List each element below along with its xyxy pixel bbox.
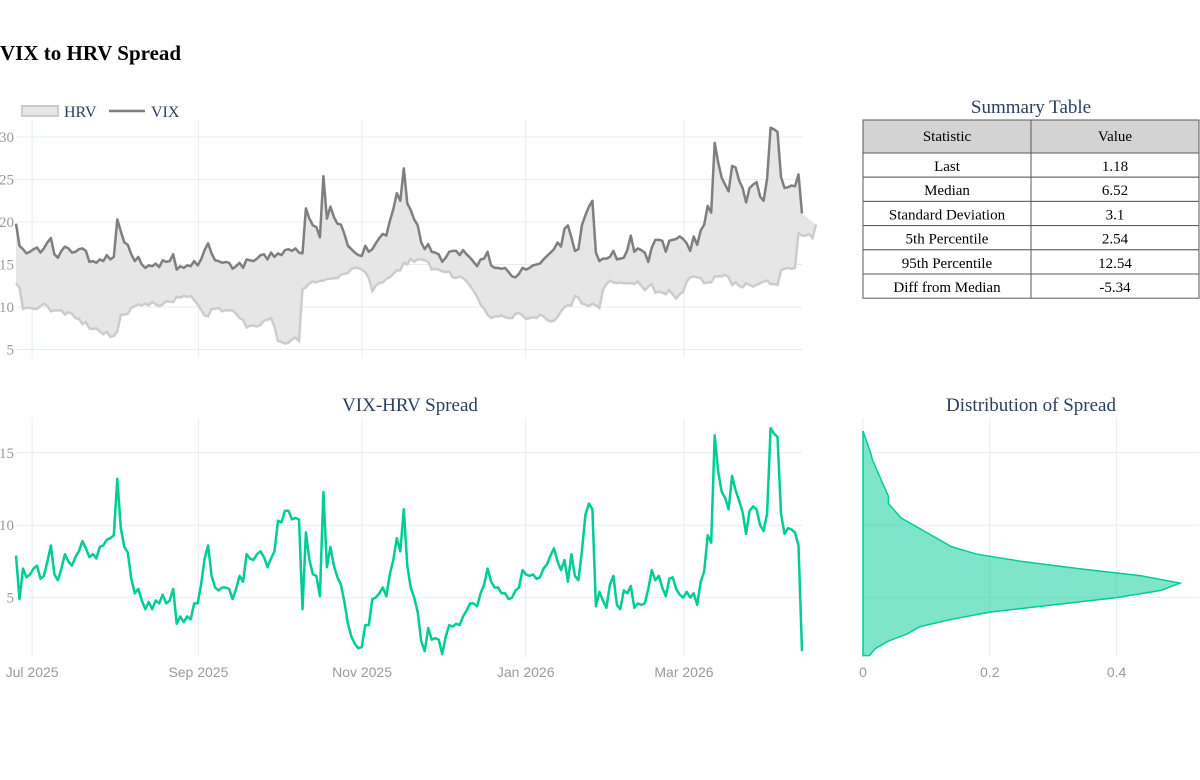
table-cell (1030, 225, 1200, 251)
table-header-cell-value (1030, 119, 1200, 154)
y-tick-label: 15 (0, 258, 14, 274)
spread-y-axis: 5 10 15 (0, 446, 14, 607)
y-tick-label: 30 (0, 130, 14, 146)
table-cell (862, 273, 1032, 299)
hrv-area (16, 127, 816, 344)
y-tick-label: 10 (0, 300, 14, 316)
table-cell-value: -5.34 (1099, 280, 1131, 296)
table-row: Standard Deviation 3.1 (862, 200, 1200, 227)
hrv-line (15, 224, 818, 345)
distribution-area (862, 430, 1183, 657)
table-cell-statistic: Median (924, 183, 970, 199)
summary-table-title: Summary Table (971, 97, 1091, 118)
spread-grid (16, 418, 802, 657)
table-row: Diff from Median -5.34 (862, 273, 1200, 299)
spread-line (14, 426, 804, 656)
x-tick-label: Jul 2025 (6, 664, 59, 680)
legend-label-hrv: HRV (64, 104, 97, 121)
y-tick-label: 10 (0, 518, 14, 534)
x-tick-label: Mar 2026 (654, 664, 713, 680)
y-tick-label: 5 (7, 591, 15, 607)
y-tick-label: 15 (0, 446, 14, 462)
table-cell-statistic: Diff from Median (893, 280, 1001, 296)
table-cell (1030, 273, 1200, 299)
table-row: 95th Percentile 12.54 (862, 249, 1200, 275)
table-cell (1030, 200, 1200, 227)
table-cell-value: 3.1 (1106, 207, 1125, 223)
y-tick-label: 25 (0, 173, 14, 189)
table-cell (862, 225, 1032, 251)
table-cell-statistic: Standard Deviation (889, 207, 1006, 223)
table-row: Last 1.18 (862, 152, 1200, 178)
table-cell-value: 1.18 (1102, 159, 1128, 175)
y-tick-label: 5 (7, 343, 15, 359)
vix-hrv-y-axis: 5 10 15 20 25 30 (0, 130, 14, 359)
legend-label-vix: VIX (151, 104, 180, 121)
table-cell (1030, 176, 1200, 202)
table-cell (862, 200, 1032, 227)
table-cell-statistic: 95th Percentile (902, 256, 993, 272)
page-title: VIX to HRV Spread (0, 41, 181, 65)
x-tick-label: Jan 2026 (497, 664, 555, 680)
spread-panel: 5 10 15 Jul 2025 Sep 2025 Nov 2025 Jan 2026 Ma… (0, 418, 804, 680)
distribution-panel: 0 0.2 0.4 (859, 418, 1199, 680)
table-row: Median 6.52 (862, 176, 1200, 202)
table-body: Last 1.18 Median 6.52 Standard Deviation 3.1 5… (862, 152, 1200, 299)
table-cell (862, 249, 1032, 275)
legend: HRV VIX (21, 104, 180, 121)
table-cell (862, 152, 1032, 178)
x-tick-label: 0.4 (1107, 664, 1127, 680)
table-cell-value: 2.54 (1102, 232, 1129, 248)
legend-item-hrv[interactable]: HRV (21, 104, 97, 121)
distribution-x-axis: 0 0.2 0.4 (859, 664, 1126, 680)
x-tick-label: 0 (859, 664, 867, 680)
table-cell (1030, 152, 1200, 178)
x-tick-label: Nov 2025 (332, 664, 392, 680)
y-tick-label: 20 (0, 215, 14, 231)
legend-swatch-hrv (21, 105, 59, 117)
x-tick-label: Sep 2025 (168, 664, 228, 680)
spread-chart-title: VIX-HRV Spread (342, 395, 478, 416)
table-cell-value: 6.52 (1102, 183, 1128, 199)
x-tick-label: 0.2 (980, 664, 1000, 680)
legend-item-vix[interactable]: VIX (109, 104, 180, 121)
vix-line (14, 126, 804, 279)
table-cell-value: 12.54 (1098, 256, 1132, 272)
table-header-value: Value (1098, 129, 1132, 145)
table-cell (1030, 249, 1200, 275)
spread-x-axis: Jul 2025 Sep 2025 Nov 2025 Jan 2026 Mar 2026 (6, 664, 714, 680)
vix-hrv-panel: 5 10 15 20 25 30 (0, 120, 818, 359)
table-header-statistic: Statistic (923, 129, 972, 145)
distribution-chart-title: Distribution of Spread (946, 395, 1116, 416)
table-cell-statistic: Last (934, 159, 961, 175)
table-row: 5th Percentile 2.54 (862, 225, 1200, 251)
table-cell-statistic: 5th Percentile (906, 232, 989, 248)
